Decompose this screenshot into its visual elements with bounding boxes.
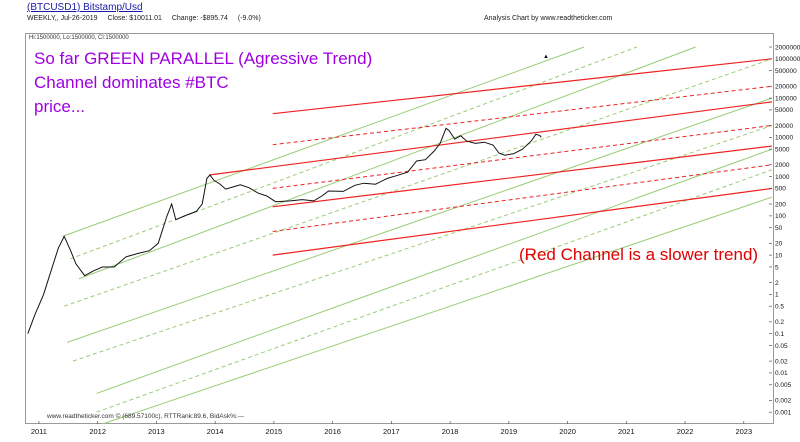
- x-tick-label: 2012: [89, 427, 106, 436]
- y-tick-label: 0.001: [775, 409, 792, 416]
- green-channel-line: [78, 46, 696, 280]
- y-tick-label: 0.1: [775, 331, 784, 338]
- chart-meta: WEEKLY,, Jul-26-2019 Close: $10011.01 Ch…: [27, 15, 269, 22]
- price-series-line: [27, 127, 542, 334]
- red-channel-line: [272, 187, 772, 256]
- y-tick-label: 0.01: [775, 370, 788, 377]
- x-tick-label: 2017: [383, 427, 400, 436]
- y-tick-label: 5000: [775, 146, 790, 153]
- analysis-credit: Analysis Chart by www.readtheticker.com: [484, 15, 613, 22]
- x-tick-label: 2021: [618, 427, 635, 436]
- y-tick-label: 20: [775, 241, 783, 248]
- x-tick-label: 2011: [31, 427, 47, 436]
- y-tick-label: 0.5: [775, 304, 784, 311]
- chart-symbol-link[interactable]: (BTCUSD1) Bitstamp/Usd: [27, 2, 143, 13]
- y-tick-label: 1000: [775, 174, 790, 181]
- red-channel-line: [209, 101, 772, 176]
- y-tick-label: 100000: [775, 95, 797, 102]
- y-tick-label: 2000: [775, 162, 790, 169]
- x-tick-label: 2018: [442, 427, 459, 436]
- y-tick-label: 0.005: [775, 382, 792, 389]
- close-text: Close: $10011.01: [107, 15, 162, 22]
- y-tick-label: 0.05: [775, 343, 788, 350]
- y-tick-label: 100: [775, 213, 786, 220]
- y-tick-label: 1: [775, 292, 779, 299]
- y-tick-label: 10000: [775, 135, 793, 142]
- y-tick-label: 2000000: [775, 44, 800, 51]
- footer-credit: www.readtheticker.com © (689.57100c), RT…: [47, 413, 245, 420]
- green-channel-midline: [64, 58, 772, 307]
- x-tick-label: 2022: [677, 427, 694, 436]
- y-tick-label: 200000: [775, 84, 797, 91]
- x-tick-label: 2013: [148, 427, 165, 436]
- y-tick-label: 1000000: [775, 56, 800, 63]
- x-tick-label: 2019: [501, 427, 518, 436]
- green-channel-line: [96, 148, 772, 394]
- y-tick-label: 2: [775, 280, 779, 287]
- x-tick-label: 2014: [207, 427, 224, 436]
- y-tick-label: 5: [775, 264, 779, 271]
- x-tick-label: 2020: [559, 427, 576, 436]
- red-channel-annotation: (Red Channel is a slower trend): [519, 245, 759, 264]
- change-text: Change: -$895.74: [171, 15, 228, 22]
- green-channel-midline: [96, 169, 772, 413]
- green-channel-annotation: So far GREEN PARALLEL (Agressive Trend) …: [34, 47, 394, 119]
- x-tick-label: 2023: [735, 427, 752, 436]
- y-tick-label: 20000: [775, 123, 793, 130]
- green-channel-midline: [72, 125, 772, 362]
- green-channel-line: [66, 97, 772, 343]
- green-channel-line: [62, 46, 585, 237]
- annotation-line-3: price...: [34, 97, 86, 116]
- period-text: WEEKLY,, Jul-26-2019: [27, 15, 98, 22]
- y-tick-label: 50: [775, 225, 783, 232]
- y-tick-label: 0.002: [775, 398, 792, 405]
- annotation-line-2: Channel dominates #BTC: [34, 73, 229, 92]
- change-pct-text: (-9.0%): [237, 15, 261, 22]
- marker-arrow-icon: ▲: [543, 54, 549, 60]
- x-tick-label: 2016: [324, 427, 341, 436]
- x-tick-label: 2015: [266, 427, 283, 436]
- y-tick-label: 10: [775, 252, 783, 259]
- red-channel-line: [272, 145, 772, 208]
- y-tick-label: 0.2: [775, 319, 784, 326]
- y-tick-label: 50000: [775, 107, 793, 114]
- y-tick-label: 500: [775, 186, 786, 193]
- green-channel-line: [102, 196, 772, 424]
- y-tick-label: 500000: [775, 68, 797, 75]
- annotation-line-1: So far GREEN PARALLEL (Agressive Trend): [34, 49, 373, 68]
- plot-frame: [25, 33, 774, 424]
- y-tick-label: 0.02: [775, 358, 788, 365]
- red-channel-line: [272, 58, 772, 115]
- y-tick-label: 200: [775, 201, 786, 208]
- hilo-readout: Hi:1500000, Lo:1500000, Cl:1500000: [29, 35, 129, 41]
